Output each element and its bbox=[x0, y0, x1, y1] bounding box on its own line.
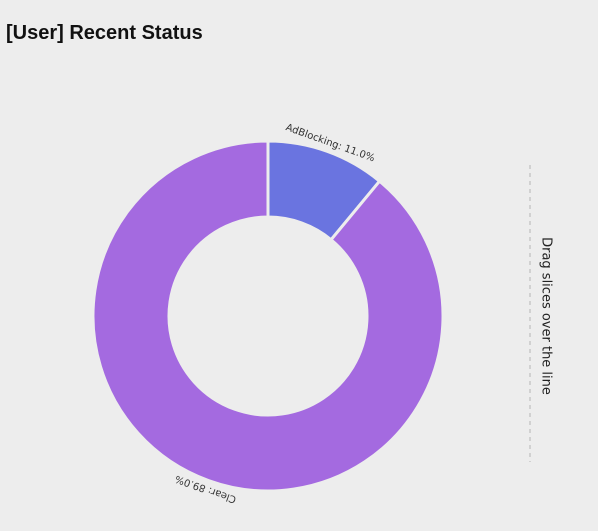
slice bbox=[91, 139, 445, 493]
drag-hint: Drag slices over the line bbox=[539, 237, 554, 395]
chart-title: [User] Recent Status bbox=[6, 22, 203, 44]
